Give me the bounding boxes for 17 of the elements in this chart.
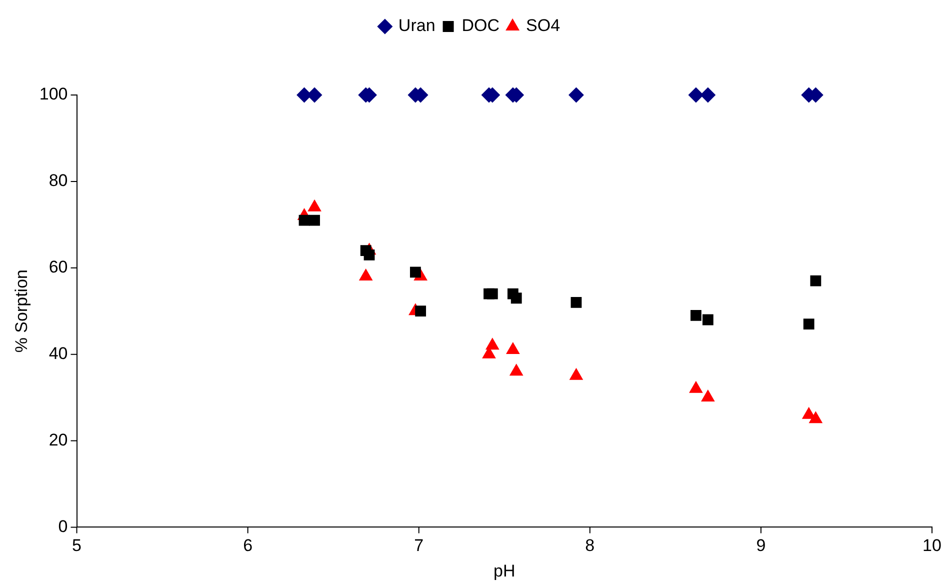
x-tick-label: 5	[72, 536, 82, 556]
x-tick-label: 6	[243, 536, 253, 556]
y-axis-title: % Sorption	[12, 270, 31, 353]
y-tick-label: 60	[48, 258, 68, 277]
y-tick-label: 100	[39, 84, 68, 104]
x-tick-label: 7	[414, 536, 424, 556]
y-tick-label: 40	[48, 344, 68, 364]
y-tick-label: 0	[58, 516, 68, 536]
x-tick-label: 10	[922, 536, 942, 556]
x-tick-label: 8	[585, 536, 595, 556]
legend-label: DOC	[462, 16, 500, 36]
legend-label: Uran	[398, 16, 436, 36]
x-tick-label: 9	[756, 536, 766, 556]
y-tick-label: 20	[48, 430, 68, 450]
y-tick-label: 80	[48, 171, 68, 190]
x-axis-title: pH	[494, 561, 516, 580]
legend-label: SO4	[526, 16, 560, 36]
